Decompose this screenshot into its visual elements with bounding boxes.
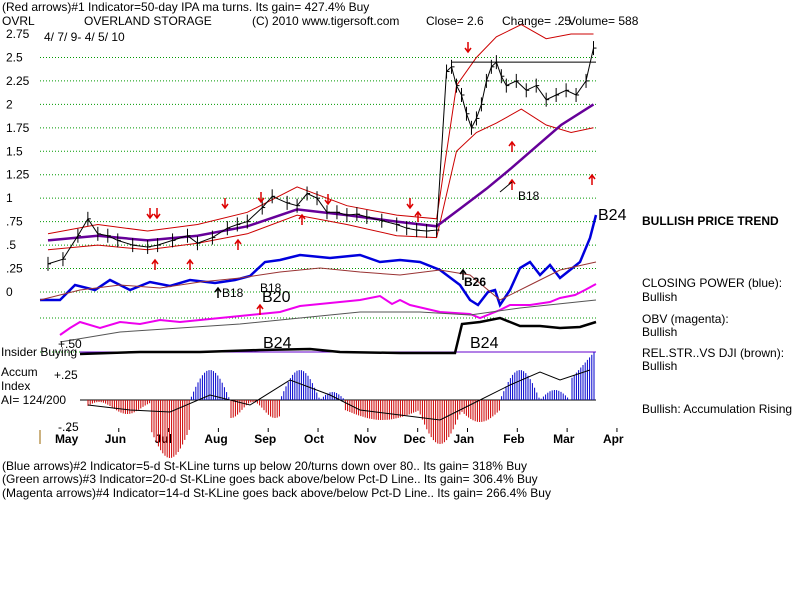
footer-line3: (Magenta arrows)#4 Indicator=14-d St-KLi… [2,486,551,500]
red-up-arrow [588,173,596,185]
closing-power-title: CLOSING POWER (blue): [642,276,782,290]
black-up-arrow [214,286,222,298]
y-tick-label: 2.5 [6,50,23,64]
y-tick-label: 2.25 [6,74,30,88]
x-tick-label: Jan [453,432,474,446]
x-axis-tick-labels: MayJunJulAugSepOctNovDecJanFebMarApr [55,432,624,446]
x-tick-label: Sep [254,432,276,446]
red-down-arrow [324,194,332,206]
relstr-line [79,316,597,356]
red-up-arrow [508,178,516,190]
b18-label-2: B18 [260,281,282,295]
x-tick-label: Apr [603,432,624,446]
x-tick-label: Oct [304,432,324,446]
relstr-title: REL.STR..VS DJI (brown): [642,346,784,360]
red-down-arrow [406,198,414,210]
red-up-arrow [256,303,264,315]
upper-band-line [47,24,594,235]
accum-minus25: -.25 [58,420,79,434]
b18-label-top: B18 [518,189,540,203]
red-up-arrow [151,258,159,270]
red-down-arrow [146,208,154,220]
date-range: 4/ 7/ 9- 4/ 5/ 10 [44,30,125,44]
price-line [47,47,594,265]
x-tick-label: Nov [354,432,377,446]
indicator-lines [39,214,598,356]
y-tick-label: .25 [6,262,23,276]
b26-label: B26 [464,275,486,289]
accum-ma-line [87,369,591,421]
change-value: Change= .25 [502,14,571,28]
red-down-arrow [257,192,265,204]
red-up-arrow [186,258,194,270]
red-down-arrow [464,42,472,54]
y-tick-label: .75 [6,215,23,229]
company-name: OVERLAND STORAGE [84,14,212,28]
b24-label-top: B24 [598,207,627,224]
black-up-arrow [459,268,467,280]
red-down-arrow [153,208,161,220]
relstr-value: Bullish [642,359,677,373]
copyright-text: (C) 2010 www.tigersoft.com [252,14,399,28]
y-tick-label: 1.25 [6,168,30,182]
obv-value: Bullish [642,325,677,339]
x-tick-label: Aug [204,432,227,446]
b20-label: B20 [262,289,291,306]
red-up-arrow [414,210,422,222]
y-tick-label: .5 [6,238,16,252]
closing-power-line [40,214,598,308]
volume-value: Volume= 588 [568,14,639,28]
insider-buying-label: Insider Buying [1,345,77,359]
red-up-arrow [298,213,306,225]
footer-line1: (Blue arrows)#2 Indicator=5-d St-KLine t… [2,459,527,473]
trend-label: BULLISH PRICE TREND [642,214,779,228]
b24-label-rs: B24 [263,335,292,352]
index-label: Index [1,379,30,393]
header-line1: (Red arrows)#1 Indicator=50-day IPA ma t… [2,0,369,14]
symbol-label: OVRL [2,14,35,28]
x-tick-label: Dec [404,432,426,446]
y-tick-label: 1.5 [6,144,23,158]
accum-plus50: +.50 [58,337,82,351]
accum-label: Accum [1,365,38,379]
accum-plus25: +.25 [54,368,78,382]
x-tick-label: Feb [503,432,524,446]
b24-label-rs2: B24 [470,335,499,352]
red-up-arrow [508,140,516,152]
closing-power-value: Bullish [642,290,677,304]
b18-pointer [499,181,513,193]
footer-line2: (Green arrows)#3 Indicator=20-d St-KLine… [2,472,538,486]
price-series-lines [47,24,597,271]
y-tick-label: 1 [6,191,13,205]
y-tick-label: 2.75 [6,27,30,41]
x-tick-label: May [55,432,79,446]
x-tick-label: Jun [105,432,126,446]
closing-power-ma [39,261,597,301]
obv-line [59,283,597,336]
y-tick-label: 0 [6,285,13,299]
y-tick-label: 1.75 [6,121,30,135]
b18-label-1: B18 [222,286,244,300]
red-down-arrow [221,198,229,210]
accumulation-histogram [87,352,595,458]
x-tick-label: Mar [553,432,575,446]
accumulation-status: Bullish: Accumulation Rising [642,402,792,416]
y-tick-label: 2 [6,97,13,111]
red-up-arrow [234,238,242,250]
obv-title: OBV (magenta): [642,312,729,326]
close-value: Close= 2.6 [426,14,484,28]
obv-ma [59,299,597,343]
ai-value: AI= 124/200 [1,393,66,407]
signal-arrows [146,42,596,315]
